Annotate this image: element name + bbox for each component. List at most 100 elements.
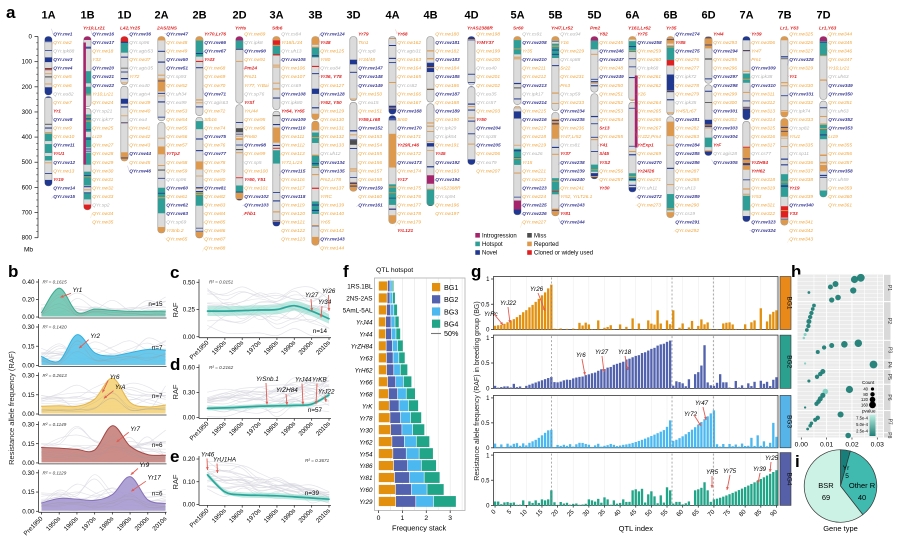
- svg-text:Yr81: Yr81: [560, 211, 571, 217]
- svg-text:QYr.nw264: QYr.nw264: [637, 100, 661, 106]
- svg-text:500: 500: [22, 159, 33, 166]
- svg-text:QYr.nw14: QYr.nw14: [53, 185, 75, 191]
- svg-text:RAF: RAF: [171, 474, 180, 489]
- svg-text:QYr.nw112: QYr.nw112: [281, 143, 305, 149]
- svg-text:Yr45: Yr45: [435, 151, 446, 157]
- svg-text:QYr.nw58: QYr.nw58: [166, 160, 187, 166]
- svg-text:QYr.nw98: QYr.nw98: [244, 143, 266, 149]
- svg-text:QYr.agis4: QYr.agis4: [129, 91, 150, 97]
- svg-text:1990s: 1990s: [280, 420, 297, 437]
- svg-text:QYr.nw216: QYr.nw216: [522, 117, 547, 123]
- svg-text:QYr.nw272: QYr.nw272: [637, 194, 662, 200]
- svg-text:QYr.nw196: QYr.nw196: [435, 203, 459, 209]
- svg-text:P4: P4: [886, 362, 892, 368]
- svg-text:QYr.nw49: QYr.nw49: [166, 49, 187, 55]
- svg-text:QYr.nw182: QYr.nw182: [435, 49, 459, 55]
- svg-text:QYr.nw57: QYr.nw57: [166, 143, 187, 149]
- svg-text:1960s: 1960s: [228, 507, 245, 524]
- svg-text:c: c: [170, 263, 179, 282]
- svg-text:0.00: 0.00: [22, 509, 35, 516]
- svg-text:QYr.nw292: QYr.nw292: [675, 228, 699, 234]
- svg-text:Pm1: Pm1: [751, 57, 761, 63]
- svg-text:RAF: RAF: [171, 302, 180, 317]
- svg-text:5: 5: [506, 508, 514, 516]
- svg-text:QYr.nw132: QYr.nw132: [320, 134, 344, 140]
- svg-text:QYr.nw249: QYr.nw249: [599, 74, 624, 80]
- svg-text:7D: 7D: [816, 10, 830, 22]
- svg-text:YrRC: YrRC: [320, 194, 332, 200]
- svg-text:QYr.nw171: QYr.nw171: [397, 134, 421, 140]
- svg-text:QYr.nw71: QYr.nw71: [204, 91, 226, 97]
- svg-text:0: 0: [486, 504, 490, 510]
- svg-text:QYr.nw173: QYr.nw173: [397, 160, 422, 166]
- svg-text:1: 1: [486, 396, 490, 402]
- svg-text:1970s: 1970s: [245, 420, 262, 437]
- svg-text:0.30: 0.30: [22, 373, 35, 380]
- svg-text:e: e: [170, 447, 179, 466]
- svg-text:QYr.nw192: QYr.nw192: [435, 160, 460, 166]
- svg-text:QYr.nw160: QYr.nw160: [358, 194, 382, 200]
- svg-text:Yr36, Y78: Yr36, Y78: [320, 74, 342, 80]
- svg-text:QYr.nw281: QYr.nw281: [675, 117, 700, 123]
- svg-text:100: 100: [22, 59, 33, 66]
- svg-text:Yr2: Yr2: [90, 333, 100, 340]
- svg-text:R² = 0.1420: R² = 0.1420: [43, 325, 68, 330]
- svg-text:QYr.nw56: QYr.nw56: [166, 134, 187, 140]
- svg-text:YrZH84: YrZH84: [751, 160, 768, 166]
- svg-text:40: 40: [863, 387, 868, 392]
- svg-text:BG4: BG4: [444, 320, 458, 329]
- svg-text:0.30: 0.30: [22, 422, 35, 429]
- svg-text:Yr52, YrLT26.1: Yr52, YrLT26.1: [560, 194, 592, 200]
- svg-text:n=7: n=7: [152, 393, 163, 400]
- svg-text:0.30: 0.30: [22, 324, 35, 331]
- svg-text:QYr.nw328: QYr.nw328: [789, 57, 814, 63]
- svg-text:QYr.nw125: QYr.nw125: [320, 49, 344, 55]
- svg-text:1980s: 1980s: [263, 507, 280, 524]
- svg-text:QYr.nw218: QYr.nw218: [522, 134, 546, 140]
- svg-text:n=7: n=7: [152, 345, 163, 352]
- svg-text:QYr.nw31: QYr.nw31: [92, 177, 113, 183]
- svg-text:QYr.nw101: QYr.nw101: [244, 185, 268, 191]
- svg-text:0.5: 0.5: [481, 302, 490, 308]
- svg-text:QYr.nw149: QYr.nw149: [358, 83, 383, 89]
- svg-text:QYr.eu26: QYr.eu26: [522, 151, 543, 157]
- svg-text:Pm60: Pm60: [244, 134, 257, 140]
- svg-text:QYr.nw331: QYr.nw331: [789, 91, 814, 97]
- svg-text:Yr53: Yr53: [751, 194, 761, 200]
- svg-text:Yr50: Yr50: [476, 117, 487, 123]
- svg-text:3B: 3B: [308, 10, 322, 22]
- svg-text:QYr.nw256: QYr.nw256: [599, 168, 623, 174]
- svg-text:1950s: 1950s: [45, 515, 62, 532]
- svg-text:2000s: 2000s: [297, 339, 314, 356]
- svg-text:Yr18: Yr18: [618, 349, 632, 356]
- svg-text:Sr22: Sr22: [560, 66, 570, 72]
- svg-text:QYr.nw211: QYr.nw211: [522, 66, 546, 72]
- svg-text:QYr.nw318: QYr.nw318: [751, 177, 775, 183]
- svg-text:0.50: 0.50: [183, 280, 196, 287]
- svg-text:QYr.nw10: QYr.nw10: [53, 134, 74, 140]
- svg-text:QYr.nw103: QYr.nw103: [244, 203, 269, 209]
- svg-text:Yr7: Yr7: [130, 426, 140, 433]
- svg-text:Yr10,Lr21: Yr10,Lr21: [828, 66, 849, 72]
- svg-text:QYr.nw201: QYr.nw201: [476, 74, 500, 80]
- svg-text:QYr.nw265: QYr.nw265: [637, 109, 661, 115]
- svg-text:QYr.nw343: QYr.nw343: [789, 237, 813, 243]
- svg-text:0: 0: [377, 515, 381, 522]
- svg-text:QYr.nw298: QYr.nw298: [713, 83, 738, 89]
- svg-text:RAF: RAF: [171, 384, 180, 399]
- svg-text:QYr.nw91: QYr.nw91: [244, 57, 265, 63]
- svg-text:QYr.sp38: QYr.sp38: [476, 134, 496, 140]
- svg-text:0.40: 0.40: [22, 279, 35, 286]
- svg-text:BG2: BG2: [785, 355, 792, 368]
- svg-text:YR5: YR5: [706, 469, 719, 476]
- svg-text:QYr.nw121: QYr.nw121: [281, 220, 305, 226]
- svg-text:2010s: 2010s: [315, 507, 332, 524]
- svg-text:QYr.nw223: QYr.nw223: [522, 185, 547, 191]
- svg-text:QYr.sp88: QYr.sp88: [560, 57, 580, 63]
- svg-text:pvalue: pvalue: [862, 409, 876, 414]
- svg-text:QYr.nw357: QYr.nw357: [828, 160, 852, 166]
- svg-text:QYr.nw17: QYr.nw17: [92, 40, 114, 46]
- svg-text:QYr.nw120: QYr.nw120: [281, 211, 305, 217]
- svg-text:QYr.ipk88: QYr.ipk88: [53, 49, 74, 55]
- svg-text:QYr.nw312: QYr.nw312: [751, 100, 775, 106]
